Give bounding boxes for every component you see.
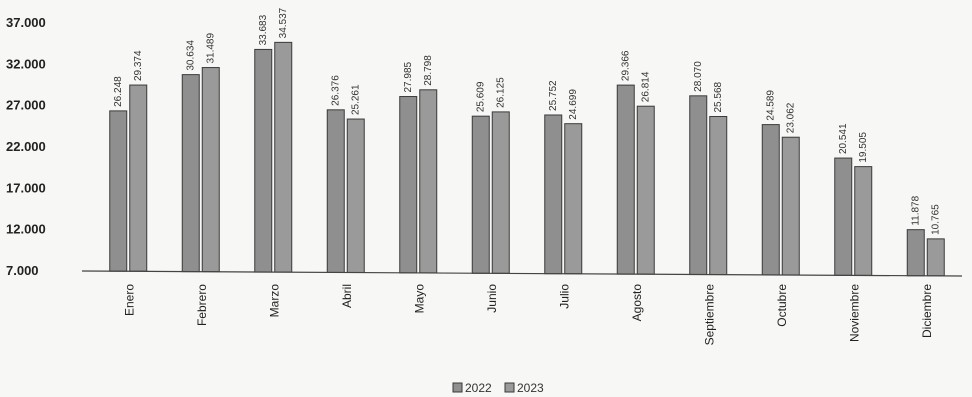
bar-2022-julio: [544, 114, 563, 275]
data-label: 25.568: [713, 81, 724, 112]
data-label: 31.489: [206, 33, 217, 64]
y-tick-label: 37.000: [6, 15, 46, 30]
bar-2023-diciembre: [926, 238, 945, 277]
bar-2023-mayo: [419, 89, 438, 274]
bar-2023-enero: [129, 84, 148, 272]
bar-2022-febrero: [181, 74, 200, 273]
x-tick-label: Agosto: [630, 284, 644, 322]
data-label: 26.814: [641, 71, 652, 102]
legend-swatch-2022: [452, 382, 463, 393]
bar-2023-marzo: [274, 41, 293, 273]
y-tick-label: 7.000: [6, 263, 39, 278]
bar-2023-junio: [491, 111, 510, 274]
data-label: 27.985: [403, 61, 414, 92]
y-tick-label: 32.000: [6, 56, 46, 71]
x-tick-label: Diciembre: [920, 284, 934, 338]
x-tick-label: Noviembre: [847, 284, 861, 342]
data-label: 28.070: [693, 61, 704, 92]
y-tick-label: 17.000: [6, 180, 46, 195]
bar-2022-octubre: [761, 124, 780, 276]
data-label: 19.505: [858, 132, 869, 163]
y-tick-label: 12.000: [6, 222, 46, 237]
data-label: 26.376: [331, 75, 342, 106]
data-label: 29.366: [621, 50, 632, 81]
bar-2023-julio: [564, 123, 583, 275]
y-tick-label: 22.000: [6, 139, 46, 154]
x-tick-label: Mayo: [412, 284, 426, 314]
data-label: 33.683: [258, 14, 269, 45]
bar-2022-agosto: [616, 84, 635, 275]
data-label: 24.589: [766, 90, 777, 121]
data-label: 25.752: [548, 80, 559, 111]
x-tick-label: Abril: [340, 284, 354, 308]
data-label: 30.634: [186, 40, 197, 71]
bar-2022-enero: [109, 110, 128, 272]
bar-2022-marzo: [254, 48, 273, 273]
bar-2023-abril: [346, 118, 365, 273]
x-axis-line: [81, 270, 963, 277]
legend-label-2022: 2022: [465, 381, 492, 395]
legend-label-2023: 2023: [517, 381, 544, 395]
data-label: 11.878: [911, 195, 922, 225]
x-tick-label: Enero: [122, 284, 136, 316]
bar-2022-mayo: [399, 96, 418, 274]
x-tick-label: Julio: [557, 284, 571, 309]
bar-2023-octubre: [781, 136, 800, 276]
x-tick-label: Junio: [485, 284, 499, 313]
data-label: 10.765: [931, 204, 942, 235]
bar-2022-noviembre: [834, 157, 853, 276]
data-label: 26.248: [113, 76, 124, 107]
data-label: 24.699: [568, 89, 579, 120]
legend-swatch-2023: [504, 382, 515, 393]
y-tick-label: 27.000: [6, 98, 46, 113]
data-label: 28.798: [423, 55, 434, 86]
bar-2023-agosto: [636, 105, 655, 275]
bar-2023-septiembre: [709, 116, 728, 276]
bar-2022-septiembre: [689, 95, 708, 276]
x-tick-label: Octubre: [775, 284, 789, 327]
x-tick-label: Febrero: [195, 284, 209, 326]
x-axis: Enero Febrero Marzo Abril Mayo Junio Julio Agos…: [81, 270, 963, 346]
data-label: 34.537: [278, 7, 289, 38]
x-tick-label: Septiembre: [702, 284, 716, 346]
bar-2022-abril: [326, 109, 345, 273]
bar-2022-junio: [471, 115, 490, 274]
data-label: 26.125: [496, 77, 507, 108]
data-label: 20.541: [838, 123, 849, 154]
y-axis: 37.000 32.000 27.000 22.000 17.000 12.000 7.00…: [6, 15, 46, 278]
bar-2023-febrero: [201, 67, 220, 273]
bars: [109, 41, 945, 277]
bar-2022-diciembre: [906, 229, 925, 277]
data-label: 25.609: [476, 81, 487, 112]
data-label: 29.374: [133, 50, 144, 81]
x-tick-label: Marzo: [267, 284, 281, 318]
legend: 2022 2023: [452, 381, 544, 395]
bar-2023-noviembre: [854, 166, 873, 276]
data-label: 25.261: [351, 84, 362, 115]
data-labels: 26.248 29.374 30.634 31.489 33.683 34.537 26.3…: [113, 7, 942, 235]
data-label: 23.062: [786, 102, 797, 133]
